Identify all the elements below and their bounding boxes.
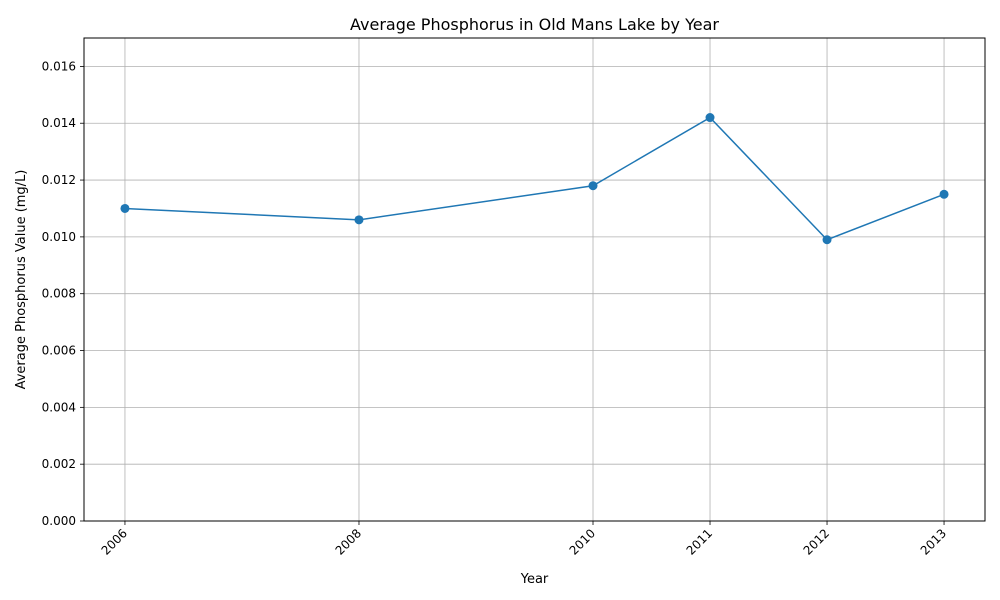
grid-lines <box>84 38 985 522</box>
chart-title: Average Phosphorus in Old Mans Lake by Y… <box>350 15 719 34</box>
x-tick-label: 2010 <box>567 526 598 557</box>
data-point <box>354 215 364 225</box>
series-line <box>124 116 945 241</box>
y-tick-label: 0.004 <box>42 400 76 414</box>
x-tick-label: 2008 <box>333 526 364 557</box>
y-axis-label: Average Phosphorus Value (mg/L) <box>14 170 29 390</box>
x-tick-label: 2011 <box>684 526 715 557</box>
y-axis-ticks: 0.000 0.002 0.004 0.006 0.008 0.010 0.012 0.014… <box>42 59 84 528</box>
data-point <box>588 181 598 191</box>
series-layer <box>120 113 949 245</box>
data-point <box>939 189 949 199</box>
x-axis-label: Year <box>520 572 549 587</box>
data-point <box>120 203 130 213</box>
y-tick-label: 0.000 <box>42 514 76 528</box>
y-tick-label: 0.002 <box>42 457 76 471</box>
x-axis-ticks: 2006 2008 2010 2011 2012 2013 <box>99 521 949 558</box>
x-tick-label: 2006 <box>99 526 130 557</box>
y-tick-label: 0.008 <box>42 287 76 301</box>
plot-frame <box>83 37 986 522</box>
x-tick-label: 2012 <box>801 526 832 557</box>
y-tick-label: 0.012 <box>42 173 76 187</box>
x-tick-label: 2013 <box>918 526 949 557</box>
y-tick-label: 0.014 <box>42 116 76 130</box>
y-tick-label: 0.006 <box>42 344 76 358</box>
y-tick-label: 0.010 <box>42 230 76 244</box>
data-point <box>705 113 715 123</box>
data-point <box>822 235 832 245</box>
y-tick-label: 0.016 <box>42 59 76 73</box>
